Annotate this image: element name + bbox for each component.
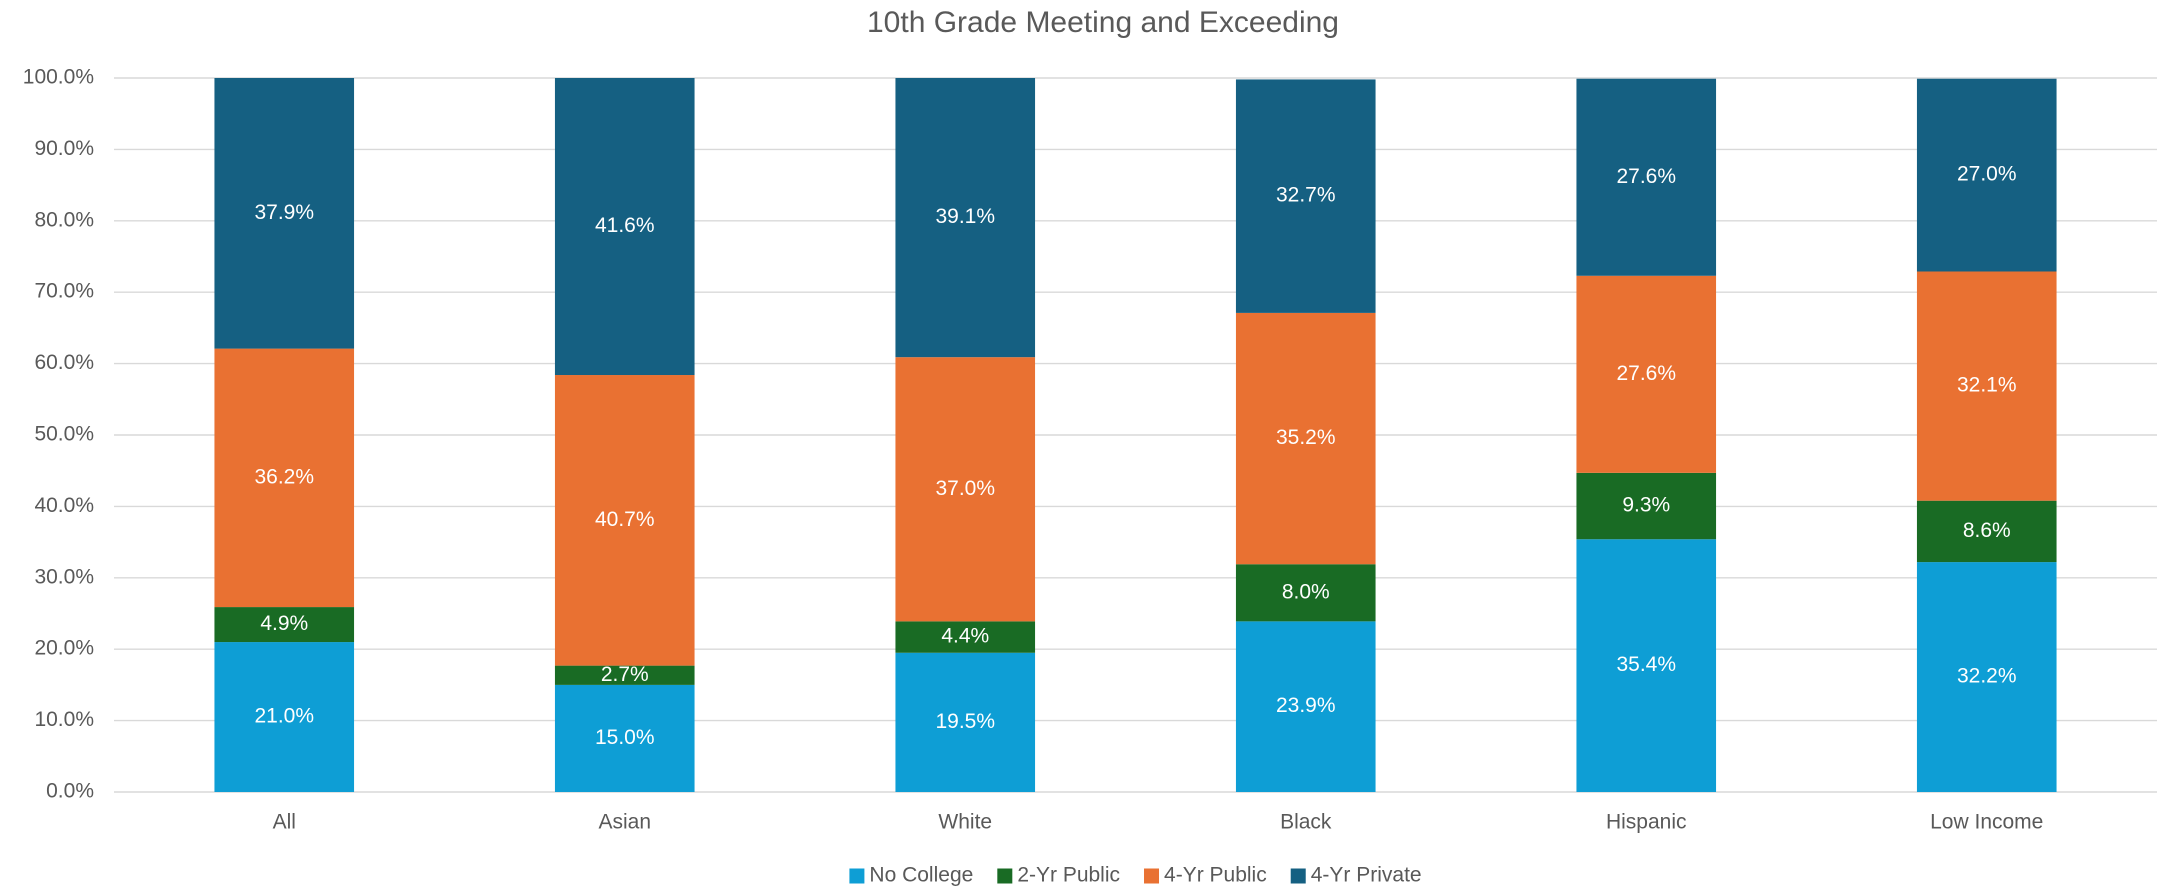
- bar-segment: [554, 78, 695, 376]
- bar-segment: [1235, 621, 1376, 792]
- value-label: 32.1%: [1957, 374, 2017, 397]
- bar-segment: [895, 78, 1036, 358]
- value-label: 41.6%: [595, 214, 655, 237]
- legend-label: 4-Yr Private: [1311, 864, 1422, 887]
- x-tick-label: White: [938, 811, 992, 834]
- chart-title: 10th Grade Meeting and Exceeding: [867, 6, 1339, 39]
- bar-segment: [214, 642, 355, 792]
- y-tick-label: 0.0%: [46, 780, 94, 803]
- value-label: 8.6%: [1963, 519, 2011, 542]
- y-tick-label: 100.0%: [23, 66, 94, 89]
- value-label: 32.7%: [1276, 184, 1336, 207]
- y-tick-label: 80.0%: [34, 208, 94, 231]
- y-tick-label: 60.0%: [34, 351, 94, 374]
- y-tick-label: 10.0%: [34, 708, 94, 731]
- legend-swatch: [1144, 868, 1160, 884]
- value-label: 37.9%: [254, 201, 314, 224]
- value-label: 35.4%: [1616, 653, 1676, 676]
- bar-segment: [214, 607, 355, 643]
- bar-segment: [1916, 78, 2057, 272]
- y-tick-label: 20.0%: [34, 637, 94, 660]
- value-label: 19.5%: [935, 710, 995, 733]
- bar-segment: [554, 684, 695, 792]
- x-tick-label: Hispanic: [1606, 811, 1687, 834]
- value-label: 8.0%: [1282, 580, 1330, 603]
- bar-segment: [895, 357, 1036, 622]
- value-label: 9.3%: [1622, 494, 1670, 517]
- bar-segment: [554, 375, 695, 666]
- value-label: 15.0%: [595, 726, 655, 749]
- legend-swatch: [997, 868, 1013, 884]
- y-tick-label: 70.0%: [34, 280, 94, 303]
- value-label: 35.2%: [1276, 426, 1336, 449]
- bar-segment: [214, 78, 355, 349]
- y-tick-label: 40.0%: [34, 494, 94, 517]
- bar-segment: [1235, 312, 1376, 565]
- legend-swatch: [1290, 868, 1306, 884]
- value-label: 4.4%: [941, 625, 989, 648]
- value-label: 2.7%: [601, 663, 649, 686]
- bar-segment: [1576, 275, 1717, 473]
- legend-swatch: [849, 868, 865, 884]
- bar-segment: [895, 652, 1036, 792]
- y-tick-label: 90.0%: [34, 137, 94, 160]
- value-label: 37.0%: [935, 477, 995, 500]
- bar-segment: [1576, 539, 1717, 792]
- bar-segment: [1576, 78, 1717, 276]
- y-tick-label: 50.0%: [34, 423, 94, 446]
- value-label: 39.1%: [935, 205, 995, 228]
- bar-segment: [1916, 271, 2057, 501]
- bar-segment: [1916, 562, 2057, 792]
- value-label: 27.0%: [1957, 163, 2017, 186]
- value-label: 40.7%: [595, 508, 655, 531]
- bar-segment: [1576, 472, 1717, 540]
- value-label: 4.9%: [260, 612, 308, 635]
- value-label: 32.2%: [1957, 665, 2017, 688]
- value-label: 36.2%: [254, 465, 314, 488]
- bar-segment: [214, 348, 355, 608]
- value-label: 27.6%: [1616, 165, 1676, 188]
- bar-segment: [1235, 564, 1376, 622]
- y-tick-label: 30.0%: [34, 565, 94, 588]
- value-label: 27.6%: [1616, 362, 1676, 385]
- legend-label: No College: [869, 864, 973, 887]
- legend: No College 2-Yr Public 4-Yr Public 4-Yr Pri…: [849, 864, 1422, 887]
- x-tick-label: All: [273, 811, 296, 834]
- bar-segment: [554, 665, 695, 685]
- value-label: 21.0%: [254, 705, 314, 728]
- x-tick-label: Black: [1280, 811, 1332, 834]
- bar-segment: [1916, 500, 2057, 563]
- bar-segment: [1235, 79, 1376, 313]
- bar-segment: [895, 621, 1036, 653]
- value-label: 23.9%: [1276, 694, 1336, 717]
- legend-label: 2-Yr Public: [1017, 864, 1120, 887]
- legend-label: 4-Yr Public: [1164, 864, 1267, 887]
- x-tick-label: Low Income: [1930, 811, 2043, 834]
- x-tick-label: Asian: [598, 811, 651, 834]
